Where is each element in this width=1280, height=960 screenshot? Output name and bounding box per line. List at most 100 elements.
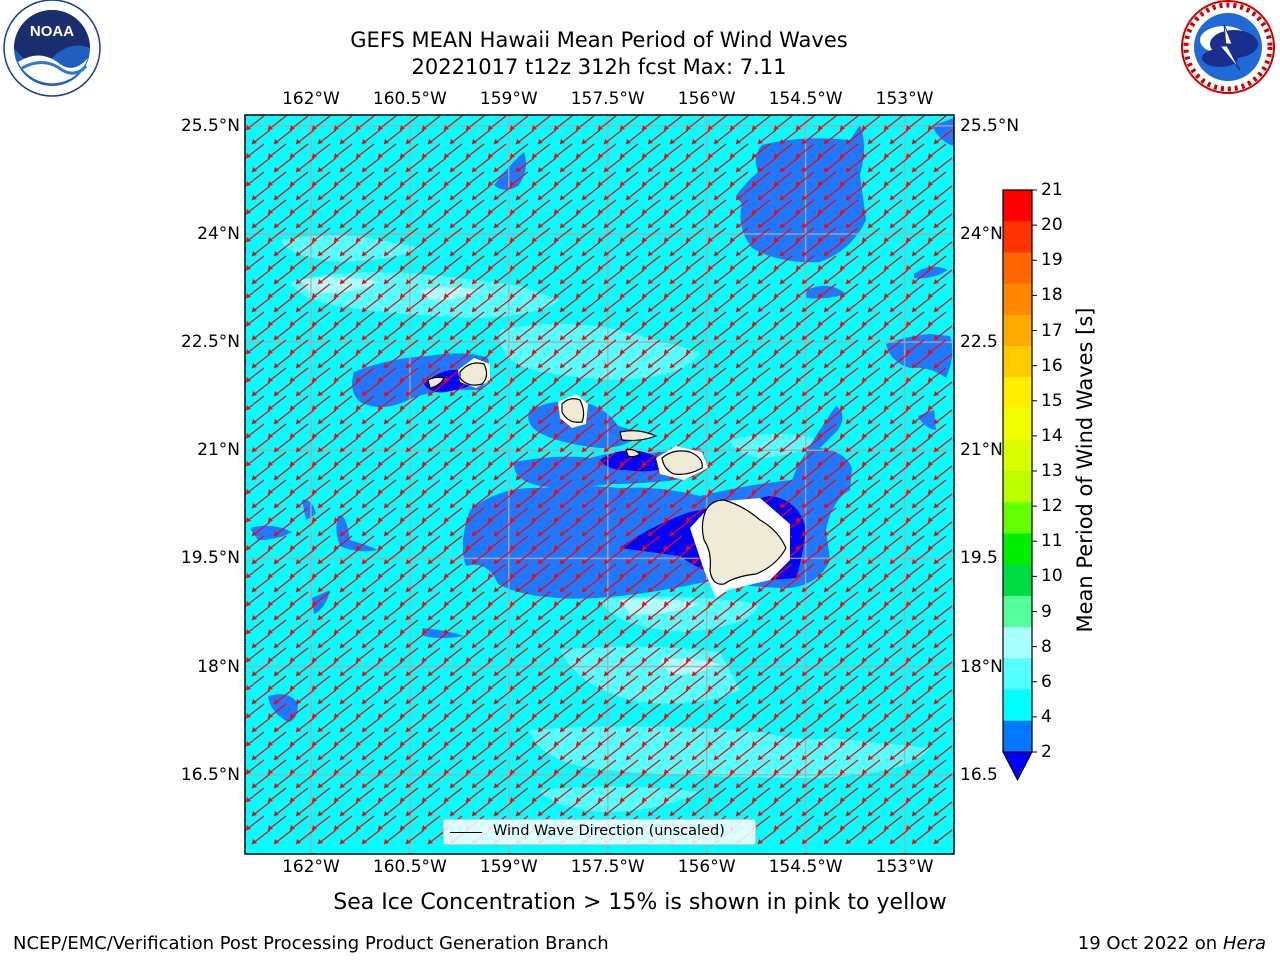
wind-wave-arrow bbox=[553, 255, 573, 271]
wind-wave-arrow bbox=[883, 115, 903, 131]
wind-wave-arrow bbox=[889, 185, 909, 201]
wind-wave-arrow bbox=[553, 675, 573, 691]
wind-wave-arrow bbox=[311, 759, 331, 775]
map-area[interactable] bbox=[245, 115, 954, 854]
wind-wave-arrow bbox=[911, 633, 931, 649]
wind-wave-arrow bbox=[889, 577, 909, 593]
wind-wave-arrow bbox=[421, 423, 441, 439]
wind-wave-arrow bbox=[515, 381, 535, 397]
wind-wave-arrow bbox=[377, 367, 397, 383]
wind-wave-arrow bbox=[487, 787, 507, 803]
wind-wave-arrow bbox=[531, 395, 551, 411]
wind-wave-arrow bbox=[559, 717, 579, 733]
wind-wave-arrow bbox=[251, 773, 271, 789]
wind-wave-arrow bbox=[713, 605, 733, 621]
wind-wave-arrow bbox=[845, 185, 865, 201]
wind-wave-arrow bbox=[361, 381, 381, 397]
wind-wave-arrow bbox=[729, 311, 749, 327]
wind-wave-arrow bbox=[399, 815, 419, 831]
wind-wave-arrow bbox=[245, 395, 265, 411]
wind-wave-arrow bbox=[757, 801, 777, 817]
wind-wave-arrow bbox=[361, 689, 381, 705]
wind-wave-arrow bbox=[839, 339, 859, 355]
wind-wave-arrow bbox=[333, 143, 353, 159]
wind-wave-arrow bbox=[245, 787, 265, 803]
wind-wave-arrow bbox=[361, 661, 381, 677]
wind-wave-arrow bbox=[251, 297, 271, 313]
wind-wave-arrow bbox=[911, 409, 931, 425]
wind-wave-arrow bbox=[355, 227, 375, 243]
wind-wave-arrow bbox=[735, 325, 755, 341]
wind-wave-arrow bbox=[641, 367, 661, 383]
wind-wave-arrow bbox=[795, 675, 815, 691]
wind-wave-arrow bbox=[317, 129, 337, 145]
wind-wave-arrow bbox=[867, 213, 887, 229]
wind-wave-arrow bbox=[377, 171, 397, 187]
wind-wave-arrow bbox=[713, 437, 733, 453]
wind-wave-arrow bbox=[471, 717, 491, 733]
wind-wave-arrow bbox=[729, 199, 749, 215]
wind-wave-arrow bbox=[625, 213, 645, 229]
wind-wave-arrow bbox=[861, 787, 881, 803]
wind-wave-arrow bbox=[707, 423, 727, 439]
wind-wave-arrow bbox=[553, 591, 573, 607]
wind-wave-arrow bbox=[889, 157, 909, 173]
wind-wave-arrow bbox=[713, 745, 733, 761]
wind-wave-arrow bbox=[663, 787, 683, 803]
wind-wave-arrow bbox=[339, 717, 359, 733]
wind-wave-arrow bbox=[751, 647, 771, 663]
wind-wave-arrow bbox=[449, 185, 469, 201]
wind-wave-arrow bbox=[641, 143, 661, 159]
wind-wave-arrow bbox=[795, 367, 815, 383]
wind-wave-arrow bbox=[465, 563, 485, 579]
wind-wave-arrow bbox=[361, 773, 381, 789]
wind-wave-arrow bbox=[927, 815, 947, 831]
wind-wave-arrow bbox=[427, 157, 447, 173]
wind-wave-arrow bbox=[465, 199, 485, 215]
wind-wave-arrow bbox=[933, 409, 953, 425]
wind-wave-arrow bbox=[911, 185, 931, 201]
wind-wave-arrow bbox=[905, 675, 925, 691]
wind-wave-arrow bbox=[273, 185, 293, 201]
wind-wave-arrow bbox=[449, 437, 469, 453]
wind-wave-arrow bbox=[927, 367, 947, 383]
wind-wave-arrow bbox=[839, 647, 859, 663]
wind-wave-arrow bbox=[625, 493, 645, 509]
wind-wave-arrow bbox=[361, 437, 381, 453]
lat-label-right: 22.5 bbox=[960, 332, 998, 353]
wind-wave-arrow bbox=[757, 381, 777, 397]
wind-wave-arrow bbox=[317, 745, 337, 761]
wind-wave-arrow bbox=[883, 171, 903, 187]
wind-wave-arrow bbox=[355, 563, 375, 579]
wind-wave-arrow bbox=[251, 605, 271, 621]
wind-wave-arrow bbox=[245, 731, 265, 747]
wind-wave-arrow bbox=[861, 647, 881, 663]
wind-wave-arrow bbox=[383, 773, 403, 789]
wind-wave-arrow bbox=[927, 227, 947, 243]
wind-wave-arrow bbox=[295, 829, 315, 845]
wind-wave-arrow bbox=[559, 185, 579, 201]
wind-wave-arrow bbox=[339, 269, 359, 285]
wind-wave-arrow bbox=[377, 311, 397, 327]
wind-wave-arrow bbox=[449, 633, 469, 649]
wind-wave-arrow bbox=[669, 773, 689, 789]
wind-wave-arrow bbox=[251, 269, 271, 285]
wind-wave-arrow bbox=[289, 675, 309, 691]
wind-wave-arrow bbox=[443, 787, 463, 803]
wind-wave-arrow bbox=[537, 801, 557, 817]
wind-wave-arrow bbox=[735, 241, 755, 257]
wind-wave-arrow bbox=[905, 703, 925, 719]
wind-wave-arrow bbox=[801, 661, 821, 677]
wind-wave-arrow bbox=[647, 605, 667, 621]
wind-wave-arrow bbox=[845, 605, 865, 621]
wind-wave-arrow bbox=[449, 717, 469, 733]
wind-wave-arrow bbox=[845, 745, 865, 761]
wind-wave-arrow bbox=[933, 493, 953, 509]
legend-line-sample bbox=[450, 832, 482, 834]
wind-wave-arrow bbox=[647, 409, 667, 425]
wind-wave-arrow bbox=[531, 479, 551, 495]
wind-wave-arrow bbox=[289, 703, 309, 719]
wind-wave-arrow bbox=[421, 255, 441, 271]
wind-wave-arrow bbox=[685, 143, 705, 159]
wind-wave-arrow bbox=[559, 241, 579, 257]
